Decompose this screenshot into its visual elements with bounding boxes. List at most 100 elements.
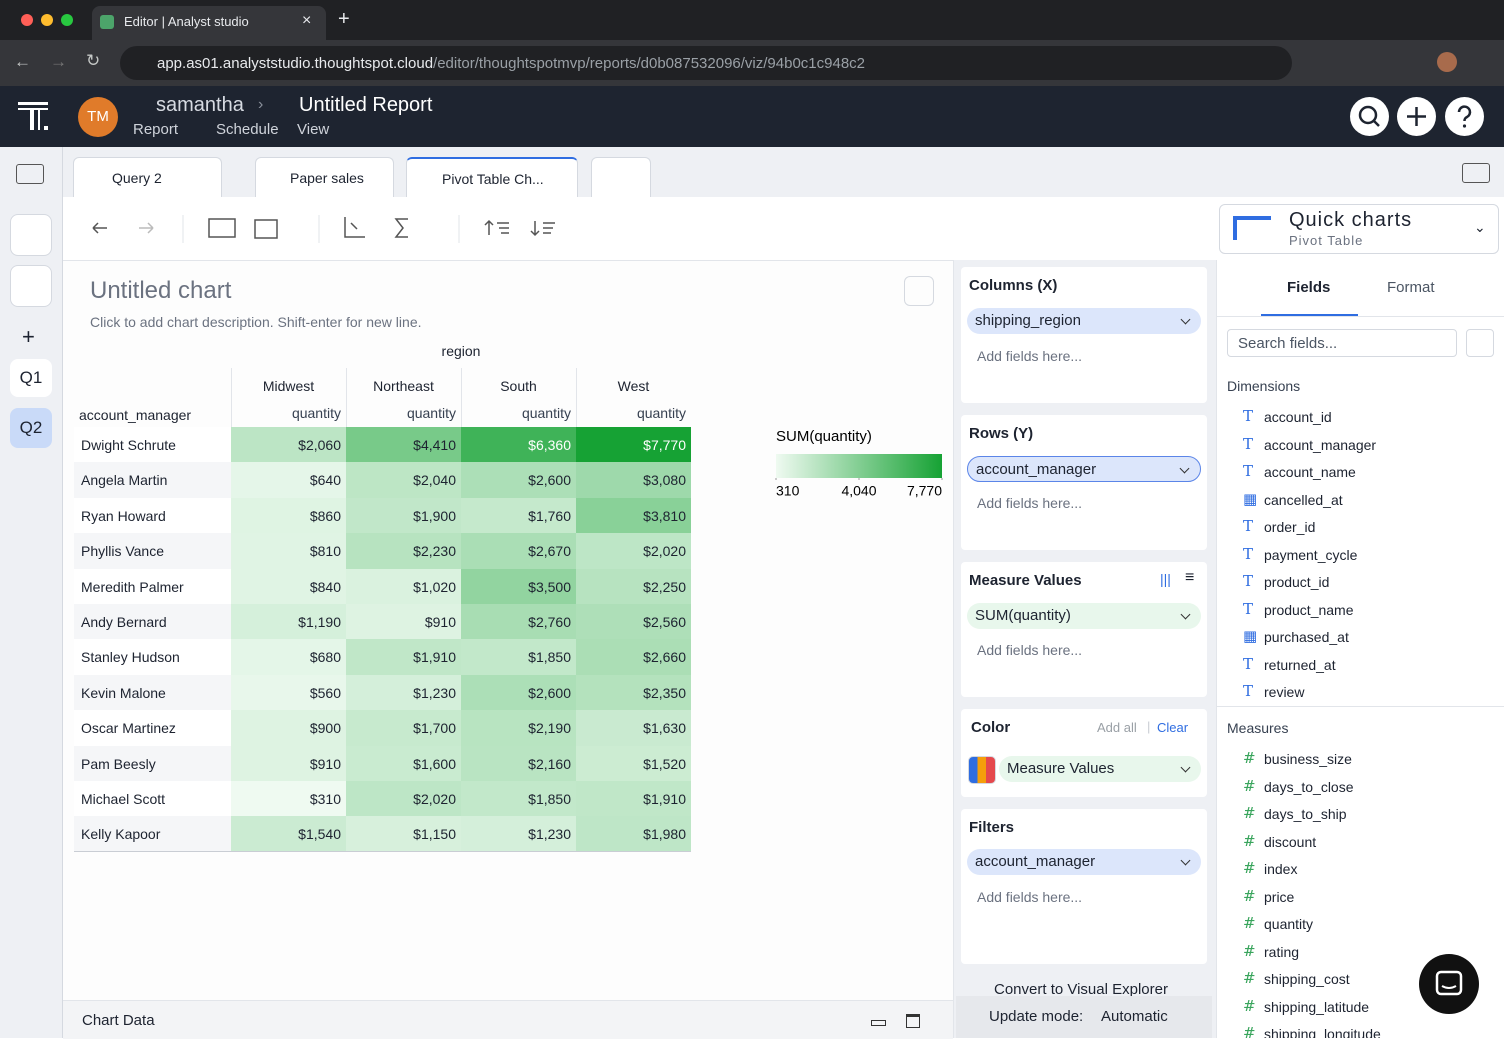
field-pill[interactable]: Measure Values (999, 756, 1201, 782)
cell-value: $2,600 (528, 685, 571, 701)
placeholder[interactable]: Add fields here... (977, 642, 1082, 658)
field-pill[interactable]: account_manager (967, 456, 1201, 482)
field-item[interactable]: business_size (1264, 751, 1352, 767)
placeholder[interactable]: Add fields here... (977, 495, 1082, 511)
field-item[interactable]: discount (1264, 834, 1316, 850)
field-item[interactable]: rating (1264, 944, 1299, 960)
heat-cell: $1,910 (346, 639, 461, 674)
field-icon: T (1243, 407, 1253, 425)
search-button[interactable] (1350, 97, 1389, 136)
tab[interactable]: Paper sales (255, 157, 394, 197)
settings-button[interactable] (904, 276, 934, 306)
menu-item[interactable]: Schedule (216, 121, 279, 138)
legend: SUM(quantity) 3104,0407,770 (770, 425, 950, 510)
panel-tab[interactable]: Fields (1287, 279, 1330, 296)
help-button[interactable] (1445, 97, 1484, 136)
heat-cell: $1,190 (231, 604, 346, 639)
menu-item[interactable]: Report (133, 121, 178, 138)
placeholder[interactable]: Add fields here... (977, 889, 1082, 905)
field-icon: # (1243, 969, 1256, 987)
row-label: Michael Scott (81, 791, 165, 807)
heat-cell: $1,700 (346, 710, 461, 745)
tab[interactable]: Query 2 (73, 157, 222, 197)
url-field[interactable]: app.as01.analyststudio.thoughtspot.cloud… (120, 46, 1292, 80)
clear[interactable]: Clear (1157, 720, 1188, 735)
chart-description[interactable]: Click to add chart description. Shift-en… (90, 314, 422, 330)
menu-item[interactable]: View (297, 121, 329, 138)
heat-cell: $6,360 (461, 427, 576, 462)
tab-active[interactable]: Pivot Table Ch... (406, 157, 578, 197)
legend-title: SUM(quantity) (776, 428, 872, 445)
cell-value: $1,020 (413, 579, 456, 595)
add-button[interactable] (1397, 97, 1436, 136)
cell-value: $1,760 (528, 508, 571, 524)
update-mode[interactable]: Update mode: Automatic (956, 996, 1212, 1038)
report-name[interactable]: Untitled Report (299, 94, 432, 117)
field-icon: # (1243, 777, 1256, 795)
filters-card: Filters account_manager Add fields here.… (961, 809, 1207, 964)
user-name[interactable]: samantha (156, 94, 244, 117)
heat-cell: $2,190 (461, 710, 576, 745)
field-pill[interactable]: SUM(quantity) (967, 603, 1201, 629)
measure-label: quantity (461, 405, 571, 421)
field-item[interactable]: purchased_at (1264, 629, 1349, 645)
field-item[interactable]: returned_at (1264, 657, 1336, 673)
cell-value: $6,360 (528, 437, 571, 453)
field-item[interactable]: price (1264, 889, 1294, 905)
heat-cell: $810 (231, 533, 346, 568)
search-input[interactable]: Search fields... (1227, 329, 1457, 357)
field-pill[interactable]: shipping_region (967, 308, 1201, 334)
field-item[interactable]: quantity (1264, 916, 1313, 932)
query-button[interactable]: Q2 (10, 408, 52, 448)
tab-strip (0, 147, 1504, 198)
panel-tab[interactable]: Format (1387, 279, 1435, 296)
chart-data-bar[interactable]: Chart Data (63, 1000, 953, 1039)
field-item[interactable]: cancelled_at (1264, 492, 1343, 508)
cell-value: $2,560 (643, 614, 686, 630)
field-item[interactable]: shipping_cost (1264, 971, 1350, 987)
heat-cell: $1,980 (576, 816, 691, 851)
column-label: South (461, 378, 576, 394)
logo (16, 100, 52, 134)
cell-value: $2,040 (413, 472, 456, 488)
field-item[interactable]: index (1264, 861, 1297, 877)
field-item[interactable]: days_to_ship (1264, 806, 1347, 822)
heat-cell: $7,770 (576, 427, 691, 462)
field-item[interactable]: product_id (1264, 574, 1329, 590)
rows-card: Rows (Y) account_manager Add fields here… (961, 415, 1207, 550)
heat-cell: $4,410 (346, 427, 461, 462)
field-item[interactable]: shipping_latitude (1264, 999, 1369, 1015)
legend-tick-label: 4,040 (841, 483, 876, 499)
field-item[interactable]: product_name (1264, 602, 1354, 618)
avatar[interactable]: TM (78, 97, 118, 137)
update-label: Update mode: (989, 1008, 1083, 1025)
field-icon: # (1243, 832, 1256, 850)
cell-value: $3,810 (643, 508, 686, 524)
new-tab[interactable] (591, 157, 651, 197)
field-pill[interactable]: account_manager (967, 849, 1201, 875)
field-item[interactable]: account_id (1264, 409, 1332, 425)
field-item[interactable]: review (1264, 684, 1304, 700)
cell-value: $1,630 (643, 720, 686, 736)
heat-cell: $2,020 (576, 533, 691, 568)
query-button[interactable]: Q1 (10, 359, 52, 397)
url-host: app.as01.analyststudio.thoughtspot.cloud (157, 55, 433, 72)
heat-cell: $1,600 (346, 746, 461, 781)
row-label: Dwight Schrute (81, 437, 176, 453)
browser-tab[interactable]: Editor | Analyst studio × (92, 6, 326, 40)
field-item[interactable]: payment_cycle (1264, 547, 1357, 563)
field-item[interactable]: account_name (1264, 464, 1356, 480)
chart-title[interactable]: Untitled chart (90, 277, 231, 305)
field-item[interactable]: order_id (1264, 519, 1315, 535)
card-title: Color (971, 719, 1010, 736)
chat-button[interactable] (1419, 954, 1479, 1014)
heat-cell: $900 (231, 710, 346, 745)
placeholder[interactable]: Add fields here... (977, 348, 1082, 364)
quick-charts[interactable]: Quick charts Pivot Table ⌄ (1219, 204, 1499, 254)
add-all[interactable]: Add all (1097, 720, 1137, 735)
field-item[interactable]: days_to_close (1264, 779, 1354, 795)
heat-cell: $640 (231, 462, 346, 497)
field-item[interactable]: shipping_longitude (1264, 1026, 1381, 1038)
heat-cell: $2,560 (576, 604, 691, 639)
field-item[interactable]: account_manager (1264, 437, 1376, 453)
